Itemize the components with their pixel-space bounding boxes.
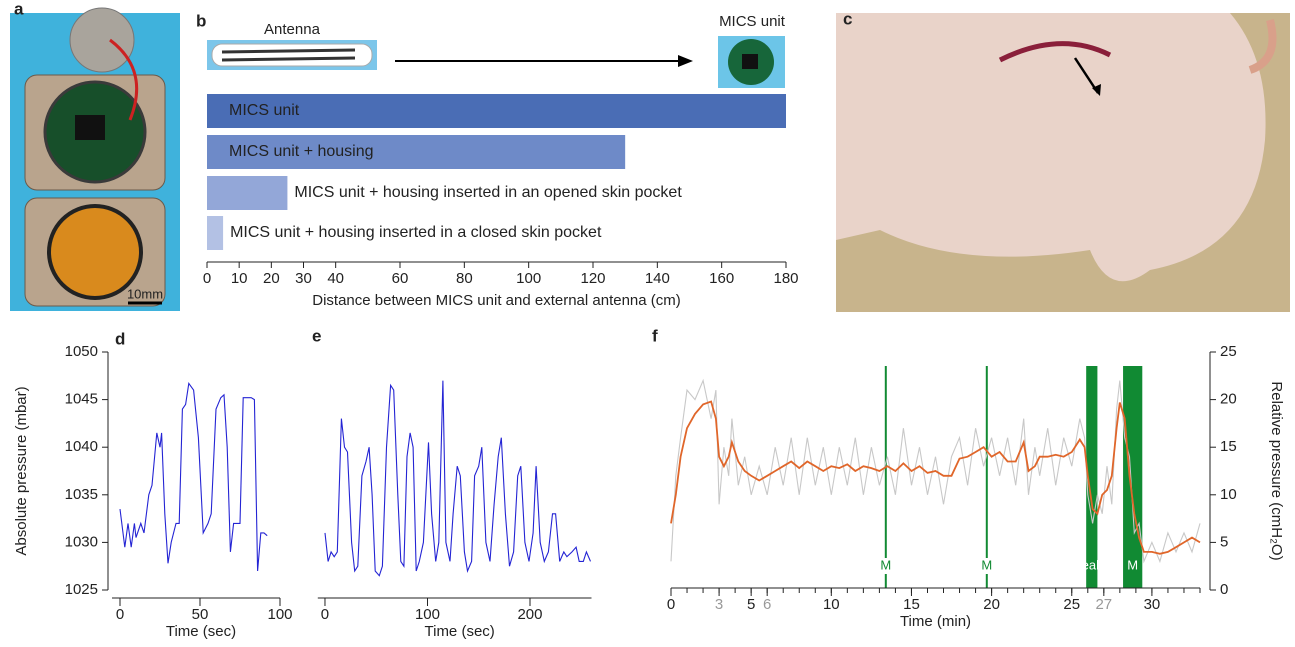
bar-label: MICS unit + housing inserted in a closed…: [230, 224, 602, 241]
y-tick-label: 1050: [65, 343, 98, 360]
marker-label: M: [880, 557, 891, 572]
panel-label: d: [115, 329, 125, 348]
x-tick-label: 120: [580, 270, 605, 287]
x-tick-label: 40: [327, 270, 344, 287]
marker-label: M: [981, 557, 992, 572]
y2-tick-label: 0: [1220, 581, 1228, 598]
x-tick-label: 80: [456, 270, 473, 287]
x-tick-label: 25: [1063, 596, 1080, 613]
x-tick-label: 15: [903, 596, 920, 613]
marker-band: [1123, 366, 1143, 588]
panel-label: b: [196, 11, 206, 30]
x-axis-label: Time (sec): [166, 623, 236, 640]
x-tick-label: 0: [116, 606, 124, 623]
series-line: [670, 378, 1201, 564]
x-tick-label: 6: [763, 596, 771, 613]
y2-tick-label: 20: [1220, 391, 1237, 408]
x-tick-label: 20: [263, 270, 280, 287]
bar: [207, 216, 224, 250]
x-tick-label: 160: [709, 270, 734, 287]
y2-tick-label: 5: [1220, 533, 1228, 550]
bar-label: MICS unit + housing inserted in an opene…: [294, 184, 682, 201]
x-tick-label: 20: [983, 596, 1000, 613]
panel-label: e: [312, 326, 321, 345]
bar-label: MICS unit + housing: [229, 143, 374, 160]
y-axis-label: Relative pressure (cmH₂O): [1268, 381, 1285, 560]
x-axis-label: Time (min): [900, 613, 971, 630]
series-line: [670, 400, 1201, 555]
bar: [207, 94, 786, 128]
x-tick-label: 0: [667, 596, 675, 613]
marker-label-bg: [878, 558, 893, 574]
marker-band: [1086, 366, 1098, 588]
antenna-image: [207, 40, 377, 70]
y-tick-label: 1030: [65, 533, 98, 550]
image-label: Antenna: [264, 21, 321, 38]
series-line: [324, 380, 592, 577]
y-tick-label: 1025: [65, 581, 98, 598]
x-tick-label: 0: [321, 606, 329, 623]
marker-label: M: [1127, 557, 1138, 572]
x-tick-label: 3: [715, 596, 723, 613]
bar: [207, 135, 626, 169]
x-axis-label: Distance between MICS unit and external …: [312, 292, 681, 309]
panel-label: a: [14, 0, 24, 18]
x-tick-label: 30: [295, 270, 312, 287]
x-tick-label: 27: [1095, 596, 1112, 613]
x-tick-label: 140: [645, 270, 670, 287]
y-tick-label: 1035: [65, 486, 98, 503]
marker-label-bg: [979, 558, 994, 574]
x-axis-label: Time (sec): [425, 623, 495, 640]
image-label: MICS unit: [719, 13, 786, 30]
x-tick-label: 100: [516, 270, 541, 287]
x-tick-label: 100: [267, 606, 292, 623]
x-tick-label: 5: [747, 596, 755, 613]
series-line: [119, 381, 268, 572]
y-tick-label: 1040: [65, 438, 98, 455]
y-axis-label: Absolute pressure (mbar): [13, 386, 30, 555]
scale-label: 10mm: [127, 286, 163, 301]
photo-c: [836, 13, 1290, 312]
mics-image: [718, 36, 785, 88]
y-tick-label: 1045: [65, 391, 98, 408]
bar: [207, 176, 288, 210]
marker-label: Leaks: [1074, 557, 1109, 572]
x-tick-label: 30: [1144, 596, 1161, 613]
x-tick-label: 0: [203, 270, 211, 287]
y2-tick-label: 10: [1220, 486, 1237, 503]
photo-a: [10, 7, 180, 311]
panel-label: c: [843, 9, 852, 28]
y2-tick-label: 25: [1220, 343, 1237, 360]
x-tick-label: 10: [231, 270, 248, 287]
x-tick-label: 60: [392, 270, 409, 287]
bar-label: MICS unit: [229, 102, 300, 119]
x-tick-label: 50: [192, 606, 209, 623]
x-tick-label: 180: [773, 270, 798, 287]
panel-label: f: [652, 326, 658, 345]
x-tick-label: 100: [415, 606, 440, 623]
x-tick-label: 200: [517, 606, 542, 623]
arrow-head: [678, 55, 693, 67]
x-tick-label: 10: [823, 596, 840, 613]
y2-tick-label: 15: [1220, 438, 1237, 455]
